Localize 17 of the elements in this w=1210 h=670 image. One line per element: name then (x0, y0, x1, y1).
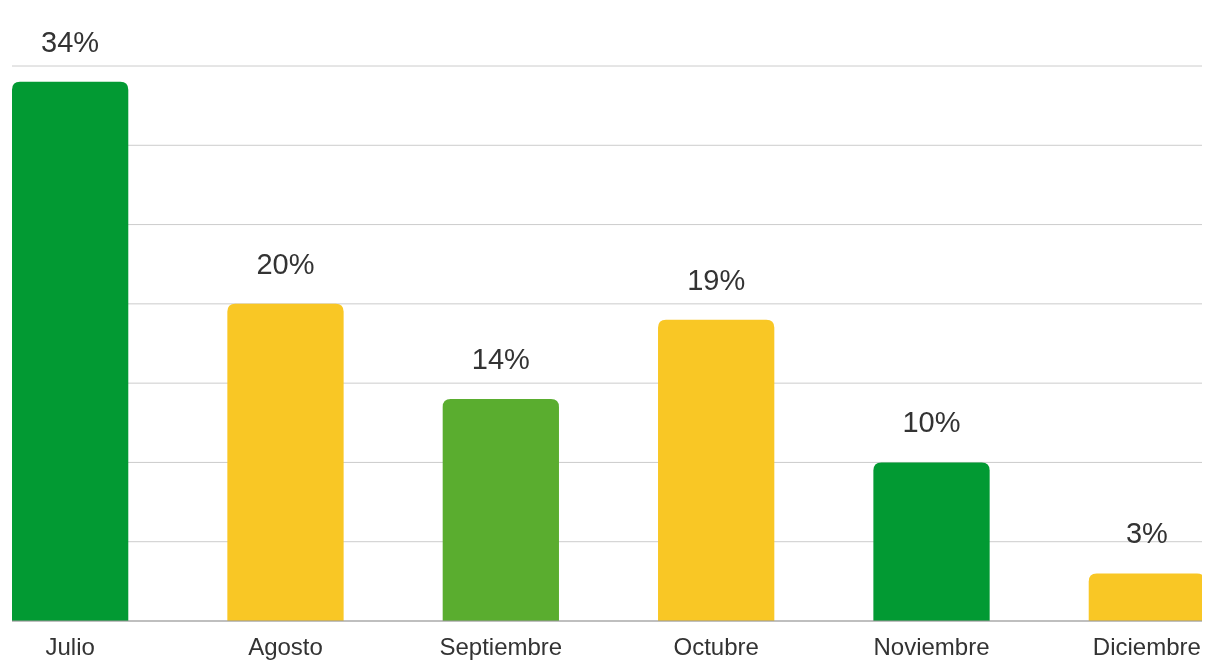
data-label: 20% (256, 247, 315, 280)
x-tick-label: Diciembre (1092, 633, 1201, 660)
x-tick-label: Septiembre (439, 633, 563, 660)
data-label: 3% (1125, 517, 1168, 550)
data-label: 10% (902, 406, 961, 439)
bar (12, 81, 129, 621)
data-label: 34% (41, 25, 100, 58)
bar (658, 319, 775, 621)
data-label: 14% (471, 343, 530, 375)
data-label: 19% (687, 263, 746, 296)
bar (442, 399, 559, 621)
bar (873, 462, 990, 621)
x-tick-label: Agosto (248, 633, 323, 660)
x-tick-label: Octubre (673, 633, 759, 660)
bar (227, 303, 344, 621)
x-tick-label: Noviembre (873, 633, 990, 660)
x-tick-label: Julio (45, 633, 95, 660)
